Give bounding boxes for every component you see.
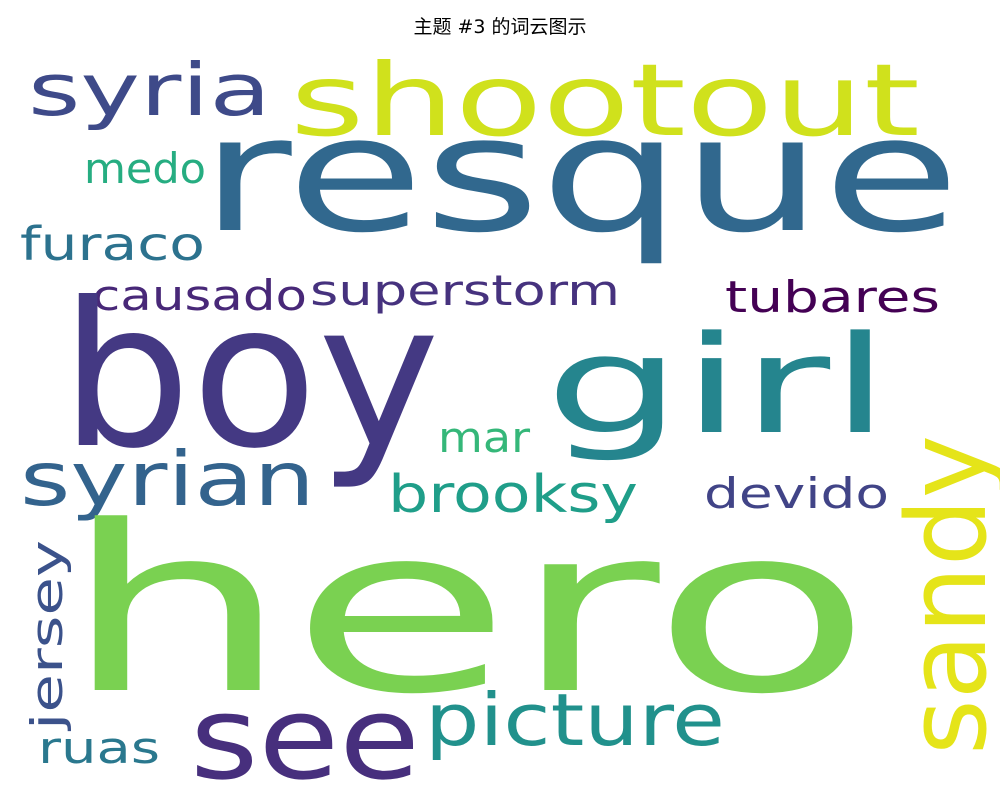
word-superstorm: superstorm <box>310 266 620 315</box>
word-hero: sandy <box>883 435 1000 755</box>
word-girl: girl <box>545 307 890 464</box>
word-causado: causado <box>92 271 307 320</box>
word-medo: medo <box>84 144 206 193</box>
word-shootout: shootout <box>290 42 920 159</box>
word-brooksy: brooksy <box>388 465 638 525</box>
word-see: see <box>190 672 420 800</box>
word-picture: picture <box>425 678 725 762</box>
word-mar: mar <box>438 413 531 462</box>
word-resque: resque <box>200 81 960 268</box>
word-boy: boy <box>60 260 440 493</box>
word-devido: devido <box>704 469 889 518</box>
word-sandy: hero <box>62 478 872 745</box>
word-furaco: furaco <box>20 217 205 271</box>
word-tubares: tubares <box>725 272 940 323</box>
chart-title: 主题 #3 的词云图示 <box>413 16 587 38</box>
word-syrian: syrian <box>20 435 315 523</box>
word-ruas: ruas <box>38 723 160 774</box>
word-syria: syria <box>28 48 271 132</box>
word-jersey: jersey <box>22 540 73 731</box>
